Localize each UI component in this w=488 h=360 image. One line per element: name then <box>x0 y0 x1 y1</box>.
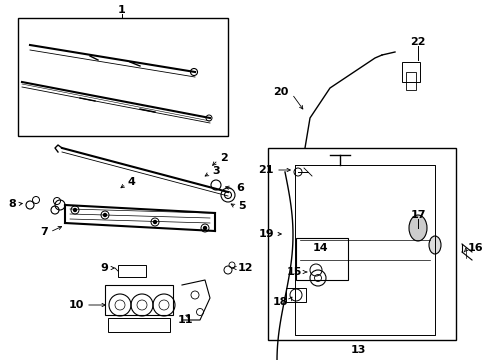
Circle shape <box>73 208 76 211</box>
Bar <box>118 265 146 277</box>
Text: 10: 10 <box>68 300 84 310</box>
Bar <box>105 285 173 315</box>
Bar <box>267 148 455 340</box>
Text: 20: 20 <box>272 87 287 97</box>
Text: 18: 18 <box>272 297 287 307</box>
Text: 14: 14 <box>311 243 327 253</box>
Text: 12: 12 <box>238 263 253 273</box>
Bar <box>18 18 227 136</box>
Text: 7: 7 <box>40 227 48 237</box>
Text: 6: 6 <box>236 183 244 193</box>
Text: 9: 9 <box>100 263 108 273</box>
Bar <box>401 62 419 82</box>
Text: 13: 13 <box>349 345 365 355</box>
Circle shape <box>103 213 106 216</box>
Ellipse shape <box>428 236 440 254</box>
Bar <box>285 288 305 302</box>
Text: 19: 19 <box>258 229 273 239</box>
Text: 3: 3 <box>212 166 219 176</box>
Text: 1: 1 <box>118 5 125 15</box>
Ellipse shape <box>408 215 426 241</box>
Text: 5: 5 <box>238 201 245 211</box>
Bar <box>295 238 347 280</box>
Text: 22: 22 <box>409 37 425 47</box>
Text: 15: 15 <box>286 267 302 277</box>
Text: 17: 17 <box>409 210 425 220</box>
Circle shape <box>153 220 156 224</box>
Bar <box>108 318 170 332</box>
Text: 21: 21 <box>258 165 273 175</box>
Text: 2: 2 <box>220 153 227 163</box>
Text: 8: 8 <box>8 199 16 209</box>
Text: 11: 11 <box>177 315 192 325</box>
Bar <box>405 72 415 90</box>
Text: 16: 16 <box>467 243 483 253</box>
Circle shape <box>203 226 206 230</box>
Text: 4: 4 <box>128 177 136 187</box>
